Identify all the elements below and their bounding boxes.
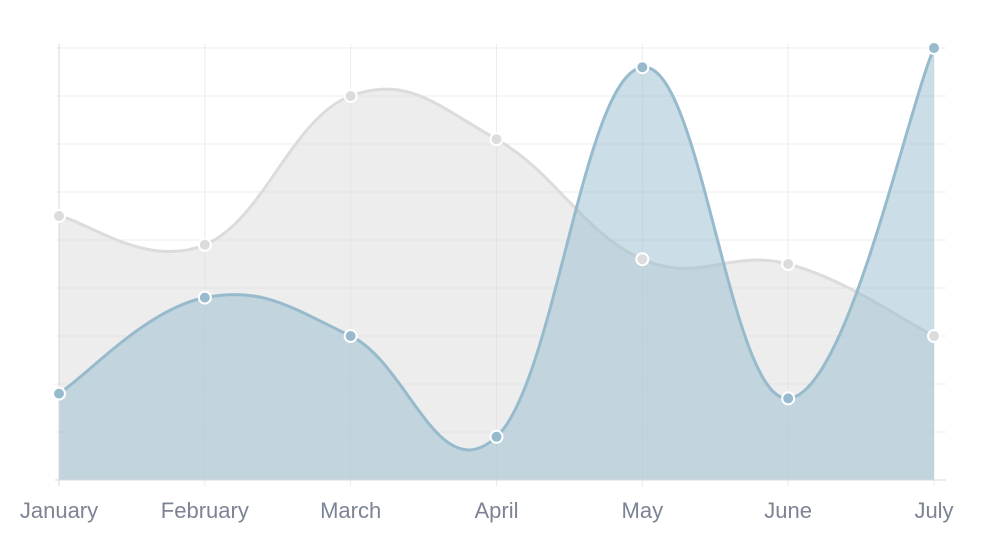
series-1-point-may[interactable] — [635, 252, 650, 267]
x-tick-label-march: March — [320, 498, 381, 523]
x-tick-label-january: January — [20, 498, 98, 523]
series-1-point-february[interactable] — [197, 237, 212, 252]
data-points — [52, 41, 941, 444]
x-axis-labels: January February March April May June July — [20, 498, 954, 523]
series-2-point-march[interactable] — [343, 329, 358, 343]
axes — [55, 44, 946, 486]
series-2-point-may[interactable] — [635, 60, 650, 75]
series-1-point-july[interactable] — [927, 329, 941, 343]
series-1-point-june[interactable] — [781, 257, 796, 271]
series-2-point-july[interactable] — [927, 41, 941, 55]
series-1-point-january[interactable] — [52, 209, 66, 223]
series-1-point-april[interactable] — [489, 132, 504, 147]
x-tick-label-july: July — [914, 498, 953, 523]
x-tick-label-february: February — [161, 498, 249, 523]
series-2-point-april[interactable] — [489, 429, 504, 444]
x-tick-label-may: May — [622, 498, 664, 523]
x-tick-label-april: April — [474, 498, 518, 523]
series-1-point-march[interactable] — [343, 89, 358, 103]
series-2-point-february[interactable] — [197, 290, 212, 305]
series-2-point-june[interactable] — [781, 391, 796, 406]
series-2-area — [59, 48, 934, 480]
series-2-line — [58, 47, 936, 452]
x-tick-label-june: June — [764, 498, 812, 523]
series-2-point-january[interactable] — [52, 386, 66, 401]
